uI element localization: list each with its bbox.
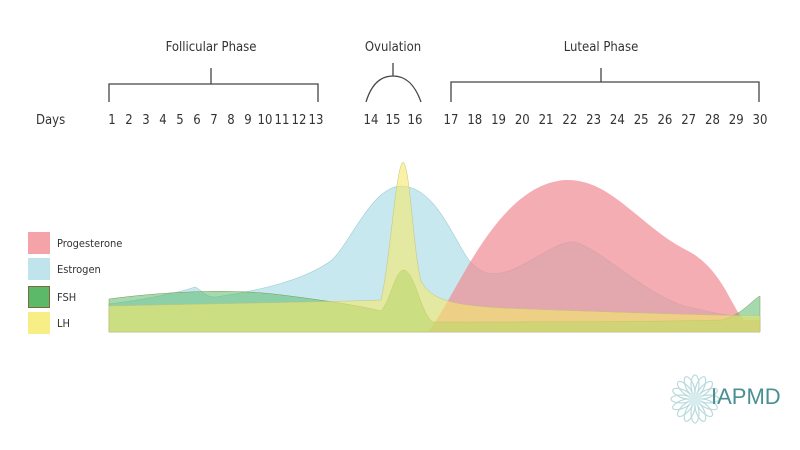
day-label: 7 [210, 113, 218, 128]
day-label: 14 [363, 113, 379, 128]
day-label: 17 [443, 113, 459, 128]
legend-label: Progesterone [57, 236, 123, 250]
day-label: 11 [274, 113, 290, 128]
day-label: 23 [586, 113, 602, 128]
day-label: 19 [491, 113, 506, 128]
day-label: 2 [125, 113, 133, 128]
day-label: 3 [142, 113, 150, 128]
days-label: Days [36, 113, 66, 128]
legend-label: FSH [57, 290, 77, 304]
day-label: 21 [538, 113, 554, 128]
day-label: 20 [514, 113, 530, 128]
day-label: 1 [108, 113, 116, 128]
estrogen-swatch [28, 258, 50, 280]
day-label: 12 [291, 113, 307, 128]
day-label: 22 [562, 113, 578, 128]
day-label: 24 [609, 113, 625, 128]
day-label: 10 [257, 113, 273, 128]
day-label: 15 [385, 113, 401, 128]
legend-fsh: FSH [28, 286, 76, 308]
day-label: 6 [193, 113, 201, 128]
day-label: 8 [227, 113, 235, 128]
progesterone-area [428, 179, 760, 332]
progesterone-swatch [28, 232, 50, 254]
day-label: 5 [176, 113, 184, 128]
day-label: 29 [728, 113, 744, 128]
day-label: 30 [752, 113, 768, 128]
follicular-phase-label: Follicular Phase [165, 40, 257, 55]
lh-swatch [28, 312, 50, 334]
fsh-swatch [28, 286, 50, 308]
day-label: 25 [633, 113, 649, 128]
legend-progesterone: Progesterone [28, 232, 122, 254]
legend-lh: LH [28, 312, 70, 334]
legend-label: LH [57, 316, 70, 330]
day-label: 18 [467, 113, 483, 128]
legend-label: Estrogen [57, 262, 101, 276]
day-label: 28 [705, 113, 720, 128]
lh-area [108, 161, 761, 333]
day-label: 4 [159, 113, 167, 128]
iapmd-logo-text: IAPMD [711, 384, 781, 409]
legend-estrogen: Estrogen [28, 258, 101, 280]
day-label: 9 [244, 113, 252, 128]
day-label: 13 [308, 113, 324, 128]
luteal-bracket [450, 68, 760, 102]
day-label: 27 [681, 113, 697, 128]
ovulation-arc [365, 63, 422, 103]
follicular-bracket [108, 68, 319, 102]
luteal-phase-label: Luteal Phase [563, 40, 639, 55]
day-label: 16 [407, 113, 423, 128]
ovulation-label: Ovulation [364, 40, 422, 55]
day-label: 26 [657, 113, 673, 128]
iapmd-flower-logo-icon [670, 374, 720, 424]
